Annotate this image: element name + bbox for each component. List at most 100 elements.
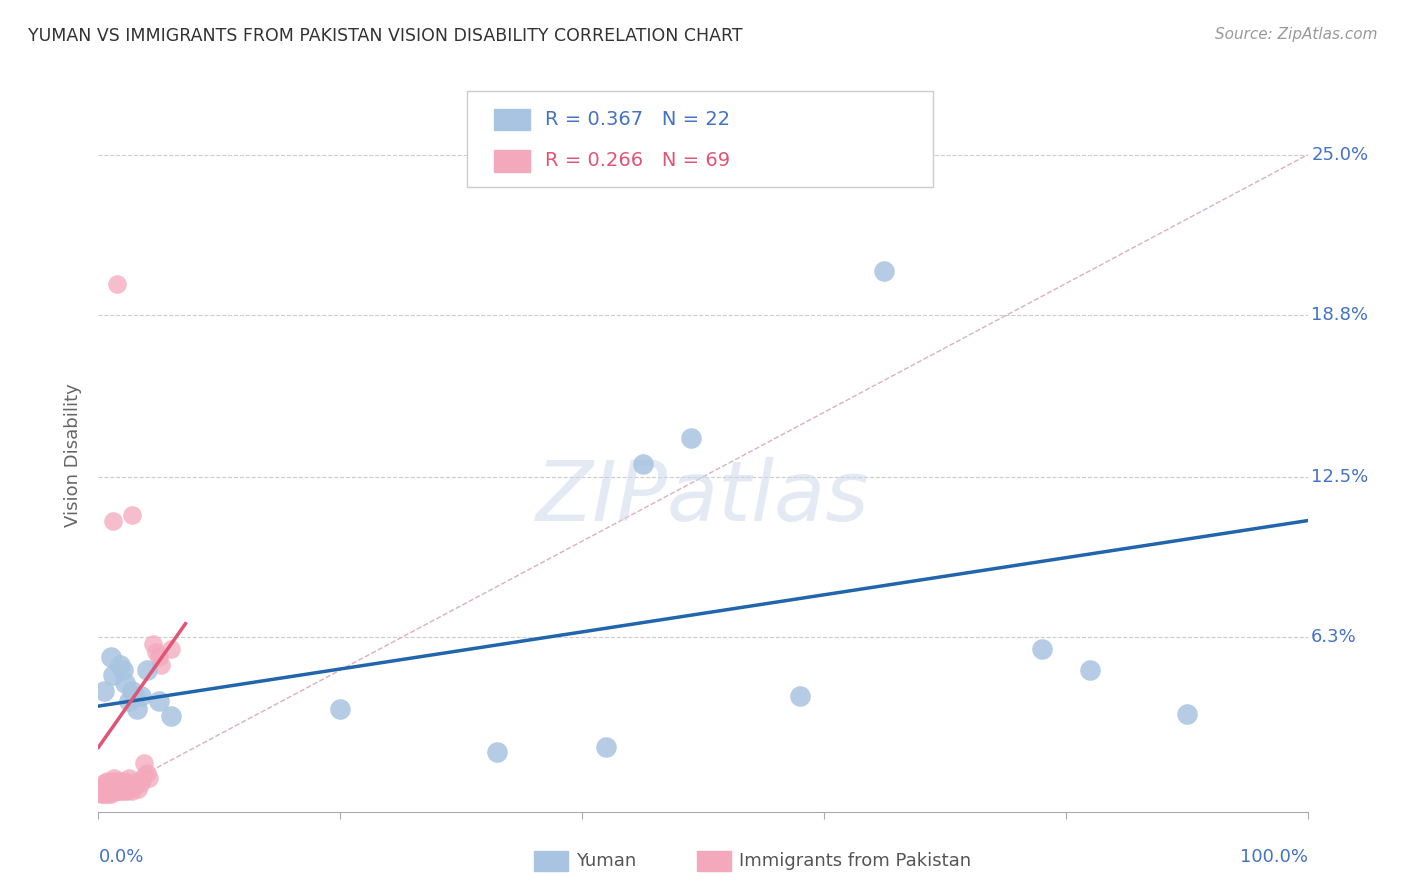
Point	[91, 779, 114, 793]
Point	[98, 779, 121, 793]
Text: Yuman: Yuman	[576, 852, 637, 870]
FancyBboxPatch shape	[534, 851, 568, 871]
Text: 25.0%: 25.0%	[1312, 145, 1368, 164]
Point	[105, 779, 128, 793]
Point	[631, 457, 654, 471]
Point	[98, 784, 121, 798]
Point	[1078, 663, 1101, 677]
Point	[120, 776, 142, 790]
Point	[127, 773, 149, 788]
Point	[97, 781, 120, 796]
Text: 0.0%: 0.0%	[98, 847, 143, 866]
Point	[93, 776, 115, 790]
Point	[789, 689, 811, 703]
Point	[101, 514, 124, 528]
Point	[107, 776, 129, 790]
Point	[114, 773, 136, 788]
Point	[135, 766, 157, 780]
Point	[101, 668, 124, 682]
Text: R = 0.266   N = 69: R = 0.266 N = 69	[544, 152, 730, 170]
Text: R = 0.367   N = 22: R = 0.367 N = 22	[544, 110, 730, 129]
Point	[115, 776, 138, 790]
Point	[127, 701, 149, 715]
Point	[96, 784, 118, 798]
Text: 6.3%: 6.3%	[1312, 628, 1357, 646]
Point	[118, 779, 141, 793]
FancyBboxPatch shape	[494, 109, 530, 130]
Point	[115, 781, 138, 796]
Point	[1031, 642, 1053, 657]
Point	[148, 694, 170, 708]
Point	[108, 779, 131, 793]
Point	[100, 787, 122, 801]
Point	[100, 650, 122, 665]
Point	[121, 508, 143, 523]
Point	[108, 657, 131, 672]
Point	[105, 277, 128, 291]
Point	[135, 663, 157, 677]
Point	[111, 781, 134, 796]
Point	[118, 694, 141, 708]
Point	[100, 784, 122, 798]
Point	[160, 709, 183, 723]
Point	[105, 773, 128, 788]
Point	[103, 779, 125, 793]
Text: ZIPatlas: ZIPatlas	[536, 458, 870, 538]
Point	[97, 776, 120, 790]
Point	[160, 642, 183, 657]
Point	[142, 637, 165, 651]
Point	[100, 773, 122, 788]
FancyBboxPatch shape	[697, 851, 731, 871]
Point	[118, 781, 141, 796]
Point	[110, 784, 132, 798]
Point	[112, 784, 135, 798]
Point	[94, 781, 117, 796]
Point	[101, 776, 124, 790]
Point	[134, 756, 156, 770]
Point	[138, 771, 160, 785]
Point	[91, 784, 114, 798]
Point	[108, 773, 131, 788]
Point	[101, 781, 124, 796]
Point	[679, 431, 702, 445]
Point	[117, 784, 139, 798]
Point	[129, 776, 152, 790]
Point	[127, 781, 149, 796]
Point	[94, 787, 117, 801]
Point	[91, 787, 114, 801]
Point	[112, 779, 135, 793]
Point	[121, 683, 143, 698]
Point	[103, 784, 125, 798]
Point	[108, 781, 131, 796]
Point	[100, 779, 122, 793]
Point	[129, 689, 152, 703]
Text: 100.0%: 100.0%	[1240, 847, 1308, 866]
Point	[105, 784, 128, 798]
Point	[104, 776, 127, 790]
Point	[329, 701, 352, 715]
Y-axis label: Vision Disability: Vision Disability	[65, 383, 83, 527]
Point	[486, 746, 509, 760]
Point	[114, 676, 136, 690]
FancyBboxPatch shape	[494, 150, 530, 171]
Text: 18.8%: 18.8%	[1312, 306, 1368, 324]
Point	[93, 683, 115, 698]
Text: Source: ZipAtlas.com: Source: ZipAtlas.com	[1215, 27, 1378, 42]
Point	[124, 689, 146, 703]
Point	[873, 264, 896, 278]
FancyBboxPatch shape	[467, 91, 932, 187]
Point	[134, 769, 156, 783]
Text: 12.5%: 12.5%	[1312, 467, 1368, 486]
Point	[108, 784, 131, 798]
Point	[1175, 706, 1198, 721]
Point	[111, 663, 134, 677]
Point	[150, 657, 173, 672]
Text: YUMAN VS IMMIGRANTS FROM PAKISTAN VISION DISABILITY CORRELATION CHART: YUMAN VS IMMIGRANTS FROM PAKISTAN VISION…	[28, 27, 742, 45]
Point	[104, 781, 127, 796]
Point	[107, 781, 129, 796]
Point	[96, 779, 118, 793]
Point	[93, 784, 115, 798]
Point	[124, 779, 146, 793]
Text: Immigrants from Pakistan: Immigrants from Pakistan	[740, 852, 972, 870]
Point	[103, 771, 125, 785]
